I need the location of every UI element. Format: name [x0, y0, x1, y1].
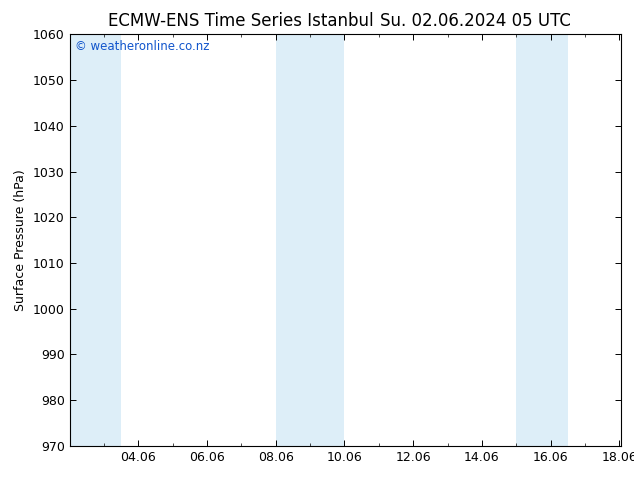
Text: © weatheronline.co.nz: © weatheronline.co.nz — [75, 41, 210, 53]
Bar — [276, 34, 344, 446]
Bar — [516, 34, 567, 446]
Y-axis label: Surface Pressure (hPa): Surface Pressure (hPa) — [15, 169, 27, 311]
Text: ECMW-ENS Time Series Istanbul: ECMW-ENS Time Series Istanbul — [108, 12, 373, 30]
Bar — [70, 34, 121, 446]
Text: Su. 02.06.2024 05 UTC: Su. 02.06.2024 05 UTC — [380, 12, 571, 30]
